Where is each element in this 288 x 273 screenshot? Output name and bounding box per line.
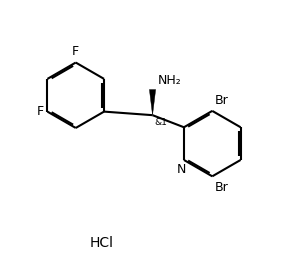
Text: Br: Br — [215, 94, 228, 107]
Text: F: F — [37, 105, 44, 118]
Text: &1: &1 — [155, 118, 167, 127]
Text: N: N — [177, 163, 186, 176]
Text: Br: Br — [215, 180, 228, 194]
Text: NH₂: NH₂ — [158, 74, 181, 87]
Polygon shape — [149, 90, 156, 115]
Text: HCl: HCl — [89, 236, 113, 250]
Text: F: F — [72, 45, 79, 58]
